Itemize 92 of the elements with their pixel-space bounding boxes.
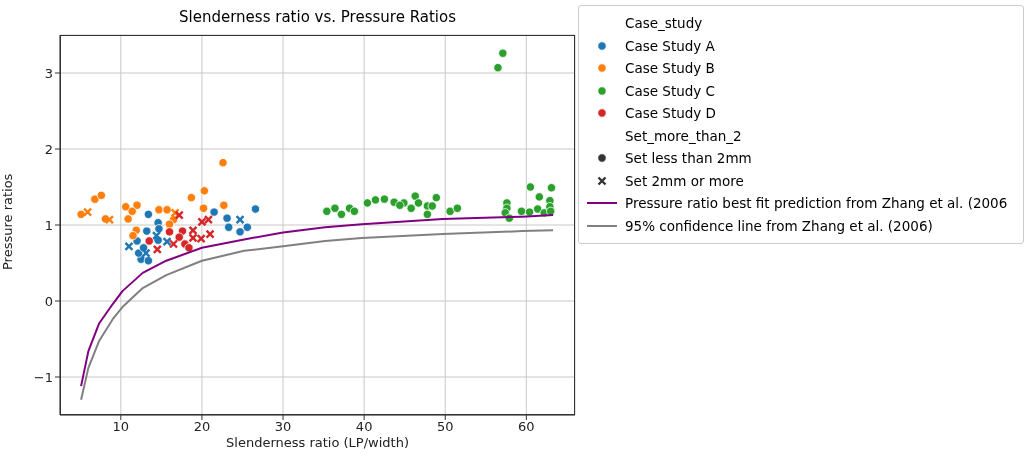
point: [493, 63, 503, 73]
point: [427, 201, 437, 211]
point: [170, 208, 180, 218]
point: [235, 227, 245, 237]
point: [422, 209, 432, 219]
point: [445, 206, 455, 216]
legend-label: Case Study B: [625, 59, 715, 78]
point: [142, 226, 152, 236]
point: [198, 203, 209, 213]
point: [219, 200, 229, 210]
point: [242, 222, 252, 232]
point: [533, 204, 543, 214]
point: [76, 209, 86, 219]
point: [141, 248, 151, 258]
point: [452, 203, 462, 213]
y-tick-label: 0: [44, 293, 53, 309]
point: [127, 206, 137, 216]
text: Set_more_than_2: [624, 126, 743, 146]
point: [349, 206, 359, 216]
point: [546, 183, 557, 193]
x-axis-title: Slenderness ratio (LP/width): [226, 435, 409, 450]
point: [184, 243, 194, 253]
legend-title: Case_study: [624, 14, 704, 33]
point: [186, 193, 196, 203]
x-tick-label: 40: [355, 419, 373, 435]
y-tick-label: 1: [44, 217, 53, 233]
point: [143, 209, 153, 219]
point: [152, 244, 163, 255]
point: [154, 224, 164, 234]
legend-label: Set less than 2mm: [625, 149, 752, 168]
point: [250, 204, 261, 214]
point: [336, 209, 347, 219]
point: [224, 222, 234, 232]
point: [104, 214, 115, 225]
legend-label: Set 2mm or more: [625, 171, 744, 191]
x-tick-label: 20: [193, 419, 211, 435]
point: [162, 237, 172, 247]
legend-label: Case Study A: [625, 36, 715, 56]
point: [132, 200, 142, 210]
point: [82, 207, 93, 217]
point: [534, 192, 544, 202]
y-tick-label: −1: [33, 369, 53, 385]
point: [413, 198, 424, 208]
point: [132, 236, 142, 246]
x-tick-label: 10: [112, 419, 130, 435]
point: [370, 195, 381, 205]
point: [379, 194, 390, 204]
point: [174, 210, 184, 220]
point: [222, 213, 232, 223]
point: [498, 48, 508, 58]
legend-label: Case Study C: [625, 81, 716, 101]
point: [154, 205, 164, 215]
legend-label: Case Study D: [625, 104, 716, 123]
point: [134, 248, 144, 258]
point: [128, 231, 138, 241]
point: [516, 206, 527, 216]
point: [199, 186, 209, 196]
point: [96, 190, 106, 200]
point: [124, 241, 134, 251]
y-tick-label: 2: [44, 141, 53, 157]
point: [143, 256, 153, 266]
point: [123, 214, 133, 224]
point: [524, 207, 535, 217]
point: [151, 230, 162, 241]
point: [174, 232, 184, 242]
point: [121, 202, 131, 212]
point: [330, 203, 340, 213]
point: [144, 236, 154, 246]
point: [410, 191, 420, 201]
point: [431, 193, 441, 203]
point: [205, 229, 215, 239]
point: [362, 198, 372, 208]
point: [322, 206, 332, 216]
point: [162, 205, 172, 215]
point: [525, 182, 535, 192]
legend-label: 95% confidence line from Zhang et al. (2006): [625, 216, 933, 236]
x-tick-label: 30: [274, 419, 292, 435]
x-tick-label: 50: [436, 419, 454, 435]
legend-label: Pressure ratio best fit prediction from Zhang et al. (2006: [625, 194, 1008, 213]
point: [406, 203, 416, 213]
point: [218, 158, 228, 168]
point: [188, 225, 198, 236]
point: [209, 207, 219, 217]
x-tick-label: 60: [518, 419, 535, 435]
point: [235, 214, 245, 225]
point: [395, 200, 405, 210]
chart-title: Slenderness ratio vs. Pressure Ratios: [178, 8, 457, 26]
y-axis-title: Pressure ratios: [0, 173, 15, 270]
point: [164, 227, 175, 237]
point: [90, 194, 100, 204]
y-tick-label: 3: [44, 65, 53, 81]
point: [168, 239, 179, 249]
